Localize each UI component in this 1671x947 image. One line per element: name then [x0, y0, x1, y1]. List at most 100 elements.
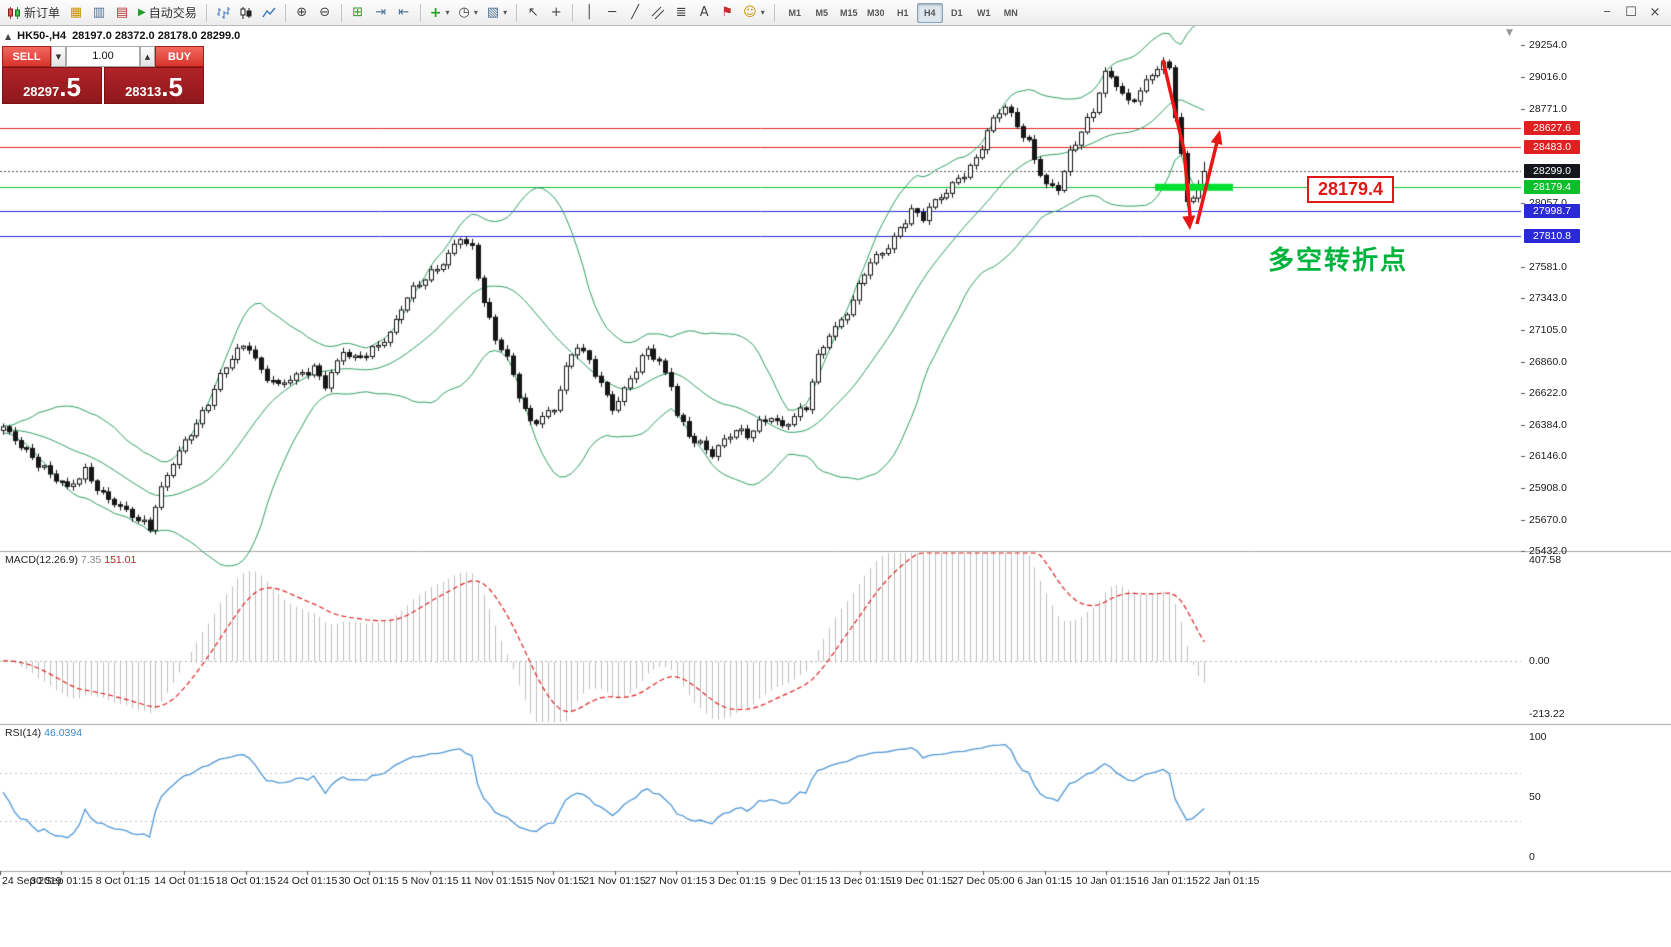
ask-price-main: 28313	[125, 84, 162, 99]
line-chart-button[interactable]	[258, 2, 280, 24]
channel-icon	[651, 6, 665, 19]
navigator-button[interactable]: ▤	[111, 2, 133, 24]
label-button[interactable]: ⚑	[716, 2, 738, 24]
chart-shift-button[interactable]: ⇤	[393, 2, 415, 24]
rsi-indicator-label: RSI(14) 46.0394	[5, 727, 82, 739]
text-icon: A	[699, 5, 709, 20]
time-label: 6 Jan 01:15	[1017, 875, 1073, 887]
dropdown-arrow-icon: ▾	[503, 8, 508, 17]
time-label: 8 Oct 01:15	[95, 875, 151, 887]
time-label: 27 Nov 01:15	[644, 875, 708, 887]
time-label: 30 Oct 01:15	[338, 875, 399, 887]
dropdown-arrow-icon: ▾	[760, 8, 765, 17]
time-label: 9 Dec 01:15	[770, 875, 828, 887]
macd-axis-label: 0.00	[1529, 655, 1550, 667]
data-window-button[interactable]: ▥	[88, 2, 110, 24]
chart-canvas[interactable]	[0, 26, 1671, 947]
cursor-button[interactable]: ↖	[522, 2, 544, 24]
close-icon: ×	[1649, 5, 1661, 20]
crosshair-button[interactable]: +	[545, 2, 567, 24]
bar-chart-button[interactable]	[212, 2, 234, 24]
chart-window: ▲ HK50-,H4 28197.0 28372.0 28178.0 28299…	[0, 26, 1671, 947]
window-minimize-button[interactable]: ─	[1596, 2, 1618, 24]
macd-signal-value: 151.01	[104, 554, 137, 566]
channel-button[interactable]	[647, 2, 669, 24]
shapes-button[interactable]: ☺ ▾	[739, 2, 769, 24]
time-label: 10 Jan 01:15	[1075, 875, 1137, 887]
annotation-price-box: 28179.4	[1307, 176, 1395, 203]
toolbar-separator	[205, 3, 207, 22]
price-tick-label: 27581.0	[1529, 260, 1567, 273]
fibonacci-button[interactable]: ≣	[670, 2, 692, 24]
volume-up-button[interactable]: ▲	[140, 46, 155, 67]
fibonacci-icon: ≣	[675, 5, 687, 20]
price-tick-label: 25432.0	[1529, 545, 1567, 558]
price-tag: 27810.8	[1524, 229, 1580, 244]
toolbar-separator	[516, 3, 518, 22]
rsi-value: 46.0394	[44, 727, 83, 739]
volume-down-button[interactable]: ▼	[51, 46, 66, 67]
main-toolbar: 新订单 ▦ ▥ ▤ ▶ 自动交易 ⊕ ⊖ ⊞	[0, 0, 1671, 26]
macd-value: 7.35	[80, 554, 102, 566]
horizontal-line-icon: ─	[608, 5, 617, 20]
auto-scroll-button[interactable]: ⇥	[370, 2, 392, 24]
candlestick-chart-button[interactable]	[235, 2, 257, 24]
time-label: 18 Oct 01:15	[215, 875, 276, 887]
minimize-icon: ─	[1603, 6, 1611, 18]
one-click-toggle-icon[interactable]: ▲	[5, 31, 12, 41]
timeframe-h4-button[interactable]: H4	[916, 2, 943, 23]
chart-scroll-marker-icon: ▼	[1506, 28, 1513, 38]
time-label: 19 Dec 01:15	[890, 875, 953, 887]
vertical-line-button[interactable]: │	[578, 2, 600, 24]
price-axis: 29254.029016.028771.028057.027581.027343…	[1521, 26, 1671, 886]
price-tick-label: 26860.0	[1529, 355, 1567, 368]
window-restore-button[interactable]: ☐	[1620, 2, 1642, 24]
market-watch-button[interactable]: ▦	[65, 2, 87, 24]
tile-windows-button[interactable]: ⊞	[347, 2, 369, 24]
zoom-out-button[interactable]: ⊖	[314, 2, 336, 24]
timeframe-d1-button[interactable]: D1	[944, 3, 970, 23]
annotation-turning-point-text: 多空转折点	[1268, 245, 1409, 275]
window-close-button[interactable]: ×	[1644, 2, 1666, 24]
indicators-button[interactable]: + ▾	[426, 2, 454, 24]
time-label: 11 Nov 01:15	[460, 875, 523, 887]
timeframe-m30-button[interactable]: M30	[863, 3, 889, 23]
chart-ohlc-header: ▲ HK50-,H4 28197.0 28372.0 28178.0 28299…	[5, 30, 240, 42]
new-order-button[interactable]: 新订单	[3, 2, 64, 24]
symbol-period-label: HK50-,H4	[17, 30, 67, 42]
time-label: 22 Jan 01:15	[1198, 875, 1260, 887]
volume-input[interactable]: 1.00	[66, 46, 140, 67]
toolbar-separator	[572, 3, 574, 22]
timeframe-h1-button[interactable]: H1	[890, 3, 916, 23]
periods-button[interactable]: ◷ ▾	[454, 2, 481, 24]
price-tick-label: 26384.0	[1529, 418, 1567, 431]
trendline-button[interactable]: ╱	[624, 2, 646, 24]
timeframe-m5-button[interactable]: M5	[809, 3, 835, 23]
time-label: 16 Jan 01:15	[1137, 875, 1198, 887]
price-tick-label: 26146.0	[1529, 450, 1567, 463]
templates-button[interactable]: ▧ ▾	[483, 2, 511, 24]
time-label: 27 Dec 05:00	[951, 875, 1015, 887]
timeframe-w1-button[interactable]: W1	[971, 3, 997, 23]
ask-price-panel[interactable]: 28313.5	[104, 67, 204, 104]
zoom-in-button[interactable]: ⊕	[291, 2, 313, 24]
horizontal-line-button[interactable]: ─	[601, 2, 623, 24]
toolbar-separator	[419, 3, 421, 22]
buy-button[interactable]: BUY	[155, 46, 204, 67]
label-flag-icon: ⚑	[721, 5, 733, 20]
sell-button[interactable]: SELL	[2, 46, 51, 67]
text-button[interactable]: A	[693, 2, 715, 24]
autotrading-button[interactable]: ▶ 自动交易	[134, 2, 201, 24]
price-tick-label: 25908.0	[1529, 482, 1567, 494]
bid-price-panel[interactable]: 28297.5	[2, 67, 102, 104]
timeframe-m1-button[interactable]: M1	[782, 3, 808, 23]
timeframe-m15-button[interactable]: M15	[836, 3, 862, 23]
bar-chart-icon	[216, 6, 230, 19]
vertical-line-icon: │	[585, 5, 594, 20]
macd-indicator-label: MACD(12.26.9) 7.35 151.01	[5, 554, 136, 566]
timeframe-mn-button[interactable]: MN	[998, 3, 1024, 23]
macd-name: MACD(12.26.9)	[5, 554, 78, 566]
macd-axis-label: -213.22	[1529, 707, 1565, 720]
new-order-label: 新订单	[24, 6, 61, 20]
time-label: 30 Sep 01:15	[30, 875, 93, 887]
